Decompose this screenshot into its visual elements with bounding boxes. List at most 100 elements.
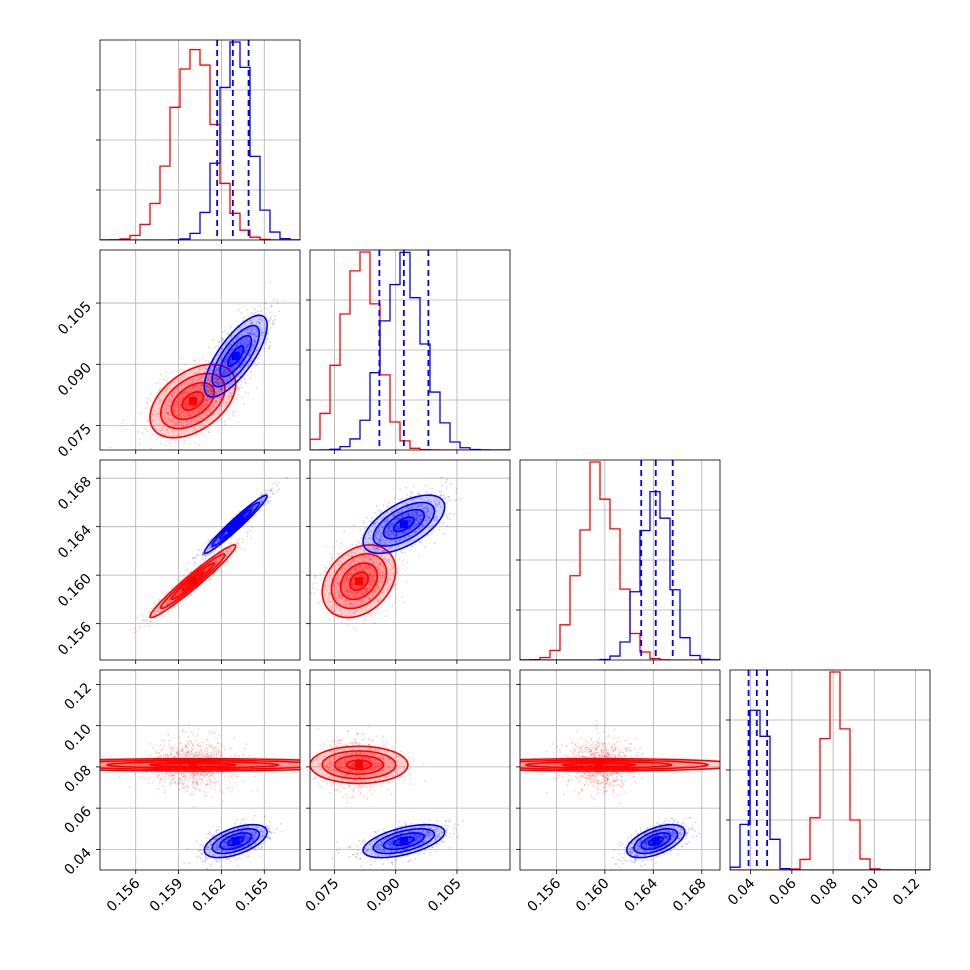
contour-line xyxy=(170,562,216,601)
scatter-point xyxy=(338,594,341,597)
scatter-point xyxy=(198,400,200,403)
scatter-point xyxy=(224,381,226,384)
scatter-point xyxy=(331,605,333,608)
scatter-point xyxy=(208,411,211,414)
scatter-point xyxy=(227,346,230,349)
scatter-point xyxy=(210,551,212,554)
scatter-point xyxy=(264,327,267,330)
scatter-point xyxy=(157,607,160,609)
scatter-point xyxy=(214,560,217,562)
scatter-point xyxy=(193,414,196,417)
scatter-point xyxy=(246,535,249,538)
scatter-point xyxy=(224,533,226,536)
scatter-point xyxy=(222,387,224,390)
scatter-point xyxy=(368,559,371,561)
scatter-point xyxy=(370,583,373,586)
scatter-point xyxy=(189,415,191,418)
scatter-point xyxy=(332,585,335,587)
scatter-point xyxy=(256,320,258,323)
scatter-point xyxy=(251,313,254,315)
scatter-point xyxy=(373,622,376,625)
scatter-point xyxy=(209,577,211,580)
scatter-point xyxy=(231,383,234,386)
scatter-point xyxy=(245,337,248,340)
scatter-point xyxy=(228,360,231,363)
scatter-point xyxy=(382,601,385,604)
scatter-point xyxy=(257,362,260,365)
scatter-point xyxy=(374,534,377,537)
scatter-point xyxy=(161,591,163,593)
scatter-point xyxy=(179,400,182,403)
scatter-point xyxy=(167,400,170,402)
scatter-point xyxy=(210,546,213,549)
scatter-point xyxy=(241,365,244,367)
scatter-point xyxy=(206,400,208,402)
scatter-point xyxy=(379,565,382,567)
scatter-point xyxy=(167,423,170,426)
scatter-point xyxy=(158,611,161,614)
scatter-point xyxy=(357,573,360,576)
scatter-point xyxy=(357,573,360,576)
scatter-point xyxy=(169,420,172,423)
scatter-point xyxy=(155,415,158,418)
scatter-point xyxy=(185,406,188,409)
scatter-point xyxy=(207,360,210,363)
scatter-point xyxy=(337,613,339,616)
scatter-point xyxy=(178,440,180,443)
scatter-point xyxy=(404,552,406,554)
scatter-point xyxy=(229,392,232,395)
scatter-point xyxy=(325,584,327,587)
scatter-point xyxy=(167,600,170,603)
scatter-point xyxy=(337,597,340,599)
scatter-point xyxy=(380,591,383,594)
scatter-point xyxy=(255,387,258,390)
scatter-point xyxy=(225,359,228,361)
contour-line xyxy=(203,314,268,398)
scatter-point xyxy=(370,539,373,541)
scatter-point xyxy=(385,534,388,537)
scatter-point xyxy=(360,608,363,610)
scatter-point xyxy=(233,368,235,370)
scatter-point xyxy=(184,410,187,413)
scatter-point xyxy=(241,356,244,359)
scatter-point xyxy=(237,349,240,352)
scatter-point xyxy=(203,434,205,437)
scatter-point xyxy=(193,417,195,420)
scatter-point xyxy=(251,526,254,528)
scatter-point xyxy=(361,555,364,557)
scatter-point xyxy=(378,563,381,566)
scatter-point xyxy=(201,557,204,559)
scatter-point xyxy=(248,344,251,347)
scatter-point xyxy=(419,507,422,510)
scatter-point xyxy=(261,500,264,503)
scatter-point xyxy=(239,546,241,549)
scatter-point xyxy=(347,574,350,577)
scatter-point xyxy=(371,580,374,583)
scatter-point xyxy=(157,453,159,455)
scatter-point xyxy=(154,394,157,397)
scatter-point xyxy=(242,364,245,366)
scatter-point xyxy=(371,590,373,593)
scatter-point xyxy=(226,380,229,382)
scatter-point xyxy=(253,344,256,347)
scatter-point xyxy=(197,385,200,388)
scatter-point xyxy=(214,361,216,364)
scatter-point xyxy=(195,379,197,382)
scatter-point xyxy=(230,344,232,346)
scatter-point xyxy=(247,315,250,318)
scatter-point xyxy=(380,532,382,534)
scatter-point xyxy=(366,565,369,568)
scatter-point xyxy=(197,372,200,375)
scatter-point xyxy=(407,514,410,517)
scatter-point xyxy=(223,420,226,423)
scatter-point xyxy=(188,436,191,439)
scatter-point xyxy=(191,378,194,381)
scatter-point xyxy=(157,610,160,613)
scatter-point xyxy=(148,625,151,627)
scatter-point xyxy=(263,503,266,505)
scatter-point xyxy=(272,492,275,495)
scatter-point xyxy=(214,377,216,380)
scatter-point xyxy=(246,344,249,347)
scatter-point xyxy=(416,505,419,508)
scatter-point xyxy=(271,487,273,490)
